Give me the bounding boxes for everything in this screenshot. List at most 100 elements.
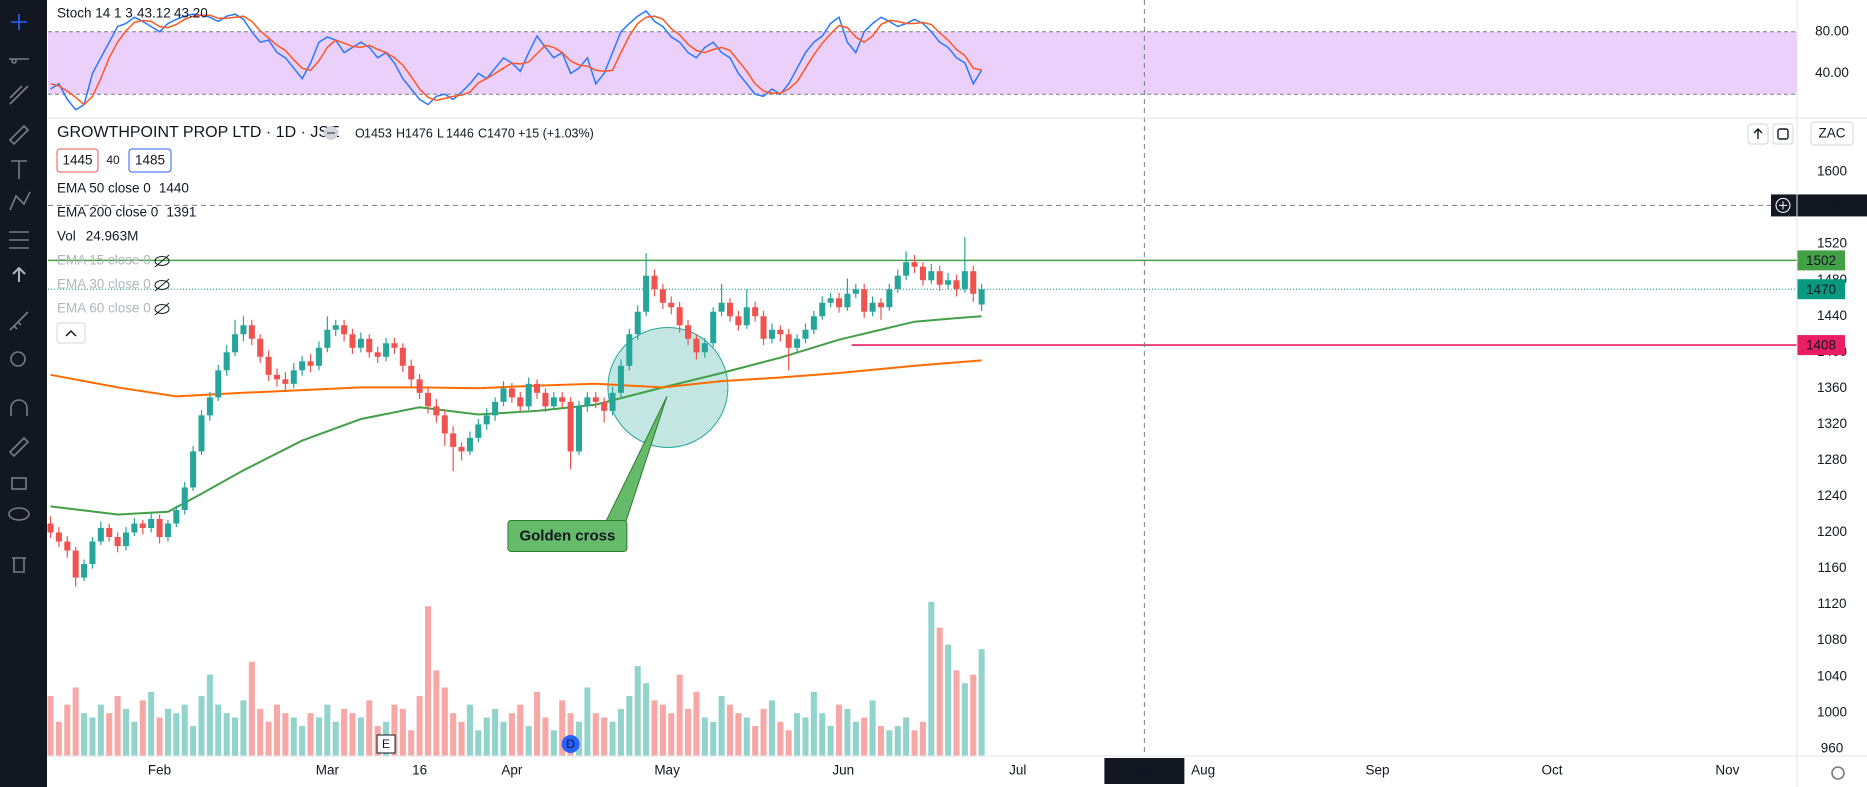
candle-body bbox=[685, 325, 692, 339]
candle-body bbox=[374, 352, 381, 357]
lock-tool[interactable] bbox=[11, 477, 27, 490]
hidden-legend-name: EMA 60 close 0 bbox=[57, 301, 151, 316]
settings-icon[interactable] bbox=[1831, 766, 1845, 780]
ohlc-value: 1476 bbox=[405, 126, 433, 140]
pattern-tool[interactable] bbox=[9, 191, 31, 211]
line-tool[interactable] bbox=[9, 58, 29, 64]
price-tag bbox=[1797, 279, 1845, 300]
candle-body bbox=[710, 311, 717, 344]
zoom-tool[interactable] bbox=[10, 351, 26, 367]
volume-bar bbox=[257, 708, 264, 756]
trash-tool[interactable] bbox=[12, 557, 26, 573]
volume-bar bbox=[970, 674, 977, 756]
sell-price[interactable]: 1445 bbox=[62, 153, 92, 168]
volume-bar bbox=[508, 713, 515, 756]
draw-mode-tool[interactable] bbox=[8, 436, 30, 458]
volume-bar bbox=[307, 713, 314, 756]
sell-button[interactable] bbox=[56, 148, 99, 173]
volume-bar bbox=[710, 721, 717, 756]
brush-tool[interactable] bbox=[8, 124, 30, 146]
candle-body bbox=[919, 266, 926, 281]
candle-body bbox=[257, 338, 264, 357]
candle-body bbox=[181, 487, 188, 510]
volume-bar bbox=[164, 708, 171, 756]
volume-bar bbox=[114, 696, 121, 756]
buy-button[interactable] bbox=[128, 148, 172, 173]
volume-bar bbox=[391, 704, 398, 756]
volume-bar bbox=[911, 730, 918, 756]
candle-body bbox=[534, 383, 541, 393]
volume-bar bbox=[886, 730, 893, 756]
candle-body bbox=[978, 289, 985, 305]
volume-bar bbox=[424, 606, 432, 756]
volume-bar bbox=[198, 696, 205, 756]
text-tool[interactable] bbox=[11, 160, 27, 179]
magnet-tool[interactable] bbox=[10, 399, 28, 416]
crosshair-tool[interactable] bbox=[11, 14, 27, 30]
candle-body bbox=[215, 370, 222, 398]
toolbar-icons[interactable] bbox=[8, 14, 31, 573]
candle-body bbox=[198, 415, 205, 452]
candle-body bbox=[164, 523, 171, 538]
candle-body bbox=[500, 388, 507, 402]
volume-bar bbox=[919, 721, 926, 756]
volume-bar bbox=[341, 708, 348, 756]
candle-body bbox=[869, 302, 876, 312]
volume-bar bbox=[617, 708, 624, 756]
x-tick-label: Apr bbox=[501, 763, 523, 778]
volume-bar bbox=[542, 717, 549, 756]
prediction-tool[interactable] bbox=[9, 231, 29, 249]
legend-name: Vol bbox=[57, 229, 76, 244]
x-tick-label: Oct bbox=[1542, 763, 1563, 778]
candle-body bbox=[886, 289, 893, 308]
eye-slash bbox=[154, 254, 170, 268]
legend-name: EMA 200 close 0 bbox=[57, 205, 158, 220]
y-tick-label: 1120 bbox=[1817, 596, 1846, 611]
front-layer: 80.00 40.00 960 1000 1040 1080 1120 1160 1200 124… bbox=[148, 23, 1867, 784]
candle-body bbox=[47, 523, 54, 533]
x-tick-label: Feb bbox=[148, 763, 171, 778]
reset-button[interactable] bbox=[1772, 123, 1794, 145]
arrow-tool[interactable] bbox=[12, 266, 26, 282]
hidden-eye-icon[interactable] bbox=[154, 254, 170, 268]
candle-body bbox=[643, 275, 650, 312]
currency-box[interactable] bbox=[1810, 121, 1854, 146]
candle-body bbox=[953, 280, 960, 290]
volume-bar bbox=[953, 670, 960, 756]
fib-tool[interactable] bbox=[9, 85, 29, 105]
volume-bar bbox=[626, 696, 633, 756]
candle-body bbox=[517, 397, 524, 407]
candle-body bbox=[877, 302, 884, 308]
ohlc-header: O 1453 H 1476 L 1446 C 1470 bbox=[355, 126, 515, 140]
ohlc-value: 1446 bbox=[446, 126, 474, 140]
hidden-eye-icon[interactable] bbox=[154, 278, 170, 292]
hidden-eye-icon[interactable] bbox=[154, 302, 170, 316]
volume-bar bbox=[215, 704, 222, 756]
collapse-legend-button[interactable] bbox=[56, 322, 86, 344]
volume-bar bbox=[190, 726, 197, 756]
volume-bar bbox=[173, 713, 180, 756]
volume-bar bbox=[81, 713, 88, 756]
currency: ZAC bbox=[1819, 126, 1846, 141]
volume-bar bbox=[500, 721, 507, 756]
ruler-tool[interactable] bbox=[9, 311, 29, 331]
volume-bar bbox=[64, 704, 71, 756]
volume-bar bbox=[441, 687, 448, 756]
volume-bar bbox=[450, 713, 457, 756]
y-tick-label: 1520 bbox=[1817, 236, 1847, 251]
y-tick-label: 1080 bbox=[1817, 632, 1847, 647]
buy-price[interactable]: 1485 bbox=[135, 153, 165, 168]
candle-body bbox=[332, 325, 339, 330]
volume-bar bbox=[928, 601, 935, 756]
candle-body bbox=[911, 262, 918, 267]
volume-bar bbox=[148, 691, 155, 756]
legend-value: 1440 bbox=[159, 181, 189, 196]
volume-bar bbox=[525, 726, 532, 756]
visibility-tool[interactable] bbox=[8, 507, 30, 521]
candle-body bbox=[659, 289, 666, 303]
candle-body bbox=[592, 397, 599, 402]
left-toolbar bbox=[0, 0, 47, 787]
volume-bar bbox=[701, 717, 708, 756]
crosshair-price-label: 1563 bbox=[1817, 198, 1847, 213]
candle-body bbox=[240, 325, 247, 335]
